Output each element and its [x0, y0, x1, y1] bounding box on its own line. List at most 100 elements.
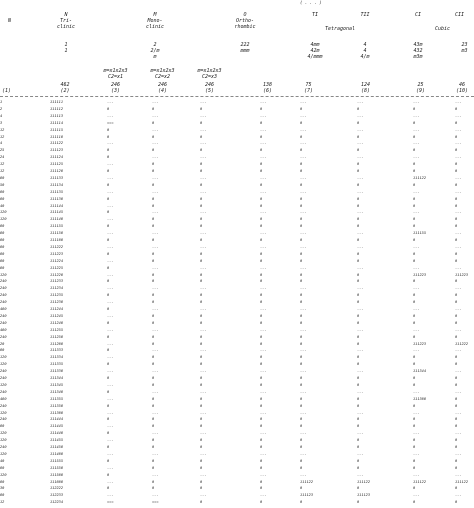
row-cell: 0: [413, 169, 416, 173]
row-cell: 0: [152, 403, 155, 408]
row-cell: 0: [260, 272, 263, 277]
row-count: 60: [0, 224, 5, 229]
row-count: 1: [0, 100, 3, 104]
row-index: 111236: [50, 300, 63, 305]
row-cell: ---: [300, 189, 307, 194]
row-count: 2: [0, 106, 3, 111]
row-cell: 0: [200, 148, 203, 153]
table-row: 40 111144 --- 0 0 0 0 0 0 0: [0, 204, 474, 208]
row-cell: 0: [260, 169, 263, 173]
row-index: 111244: [50, 307, 63, 311]
row-cell: 0: [357, 148, 360, 153]
row-cell: ---: [107, 424, 114, 429]
row-cell: 0: [455, 251, 458, 256]
row-cell: ---: [152, 210, 159, 215]
row-cell: ---: [107, 203, 114, 208]
row-cell: 111123: [357, 493, 370, 498]
row-cell: ---: [455, 265, 462, 270]
row-cell: 0: [455, 217, 458, 222]
row-cell: 0: [260, 382, 263, 387]
table-row: 120 111334 --- 0 0 0 0 0 0 0: [0, 355, 474, 359]
row-count: 60: [0, 493, 5, 498]
row-cell: 0: [455, 424, 458, 429]
row-cell: ---: [357, 472, 364, 477]
row-cell: 0: [107, 182, 110, 187]
row-cell: ---: [152, 410, 159, 415]
row-index: 111111: [50, 100, 63, 104]
count-ti: 75 (7): [303, 82, 314, 94]
row-cell: ---: [260, 113, 267, 118]
row-cell: ---: [107, 258, 114, 263]
row-cell: 0: [300, 320, 303, 325]
row-cell: 0: [455, 438, 458, 443]
count-ortho: 138 (6): [262, 82, 273, 94]
table-row: 3 111114 === 0 0 0 0 0 0 0: [0, 121, 474, 125]
row-cell: 0: [260, 458, 263, 463]
table-row: 60 112233 --- --- --- --- 111123 111123 --- ---: [0, 493, 474, 497]
row-cell: 0: [260, 224, 263, 229]
row-count: 120: [0, 410, 7, 415]
row-cell: ---: [107, 369, 114, 374]
row-count: 240: [0, 389, 7, 394]
row-cell: 0: [413, 376, 416, 380]
row-cell: ---: [300, 431, 307, 436]
row-cell: ---: [107, 341, 114, 346]
row-cell: 0: [152, 417, 155, 422]
row-cell: 0: [455, 120, 458, 125]
count-triclinic: 462 (2): [60, 82, 70, 94]
row-cell: ---: [413, 389, 420, 394]
row-cell: ---: [455, 100, 462, 104]
row-cell: 0: [357, 279, 360, 284]
row-cell: ---: [300, 210, 307, 215]
row-cell: ---: [260, 472, 267, 477]
row-cell: ===: [152, 500, 159, 505]
row-cell: ---: [152, 286, 159, 291]
row-count: 60: [0, 465, 5, 470]
row-cell: 0: [357, 313, 360, 318]
row-cell: 0: [200, 458, 203, 463]
row-cell: 0: [107, 224, 110, 229]
row-cell: ---: [455, 210, 462, 215]
table-row: 240 111233 0 0 0 0 0 0 0 0: [0, 279, 474, 283]
table-row: 12 111116 0 0 0 0 0 0 0 0: [0, 135, 474, 139]
row-cell: 0: [107, 334, 110, 339]
row-cell: ---: [152, 189, 159, 194]
row-cell: 0: [260, 486, 263, 491]
row-cell: 0: [357, 362, 360, 367]
row-cell: ---: [107, 300, 114, 305]
row-index: 111223: [50, 251, 63, 256]
header-n: N: [8, 18, 12, 24]
row-cell: ---: [455, 472, 462, 477]
table-row: 120 111566 0 --- --- --- --- --- --- ---: [0, 473, 474, 477]
row-cell: ---: [300, 175, 307, 180]
row-count: 480: [0, 307, 7, 311]
row-cell: 0: [357, 272, 360, 277]
row-cell: ---: [455, 141, 462, 146]
row-cell: 0: [200, 162, 203, 167]
row-cell: 0: [152, 182, 155, 187]
row-cell: ---: [200, 389, 207, 394]
table-row: 60 111445 --- 0 0 0 0 0 0 0: [0, 424, 474, 428]
row-cell: ---: [152, 175, 159, 180]
row-cell: 0: [455, 258, 458, 263]
row-cell: ---: [300, 141, 307, 146]
row-cell: ---: [300, 265, 307, 270]
count-cii: 46 (10): [455, 82, 469, 94]
row-cell: ---: [260, 410, 267, 415]
row-cell: 0: [357, 182, 360, 187]
row-cell: ===: [107, 500, 114, 505]
row-cell: ---: [200, 141, 207, 146]
row-cell: 111122: [413, 479, 426, 484]
row-cell: 0: [260, 148, 263, 153]
row-index: 111123: [50, 148, 63, 153]
row-cell: ---: [300, 100, 307, 104]
row-cell: 0: [107, 279, 110, 284]
row-cell: 0: [200, 334, 203, 339]
row-cell: 0: [152, 341, 155, 346]
table-row: 240 111356 0 0 0 0 0 0 0 0: [0, 404, 474, 408]
row-cell: ---: [357, 210, 364, 215]
row-cell: ---: [260, 389, 267, 394]
row-index: 111335: [50, 362, 63, 367]
row-cell: ---: [107, 162, 114, 167]
row-cell: 0: [152, 313, 155, 318]
